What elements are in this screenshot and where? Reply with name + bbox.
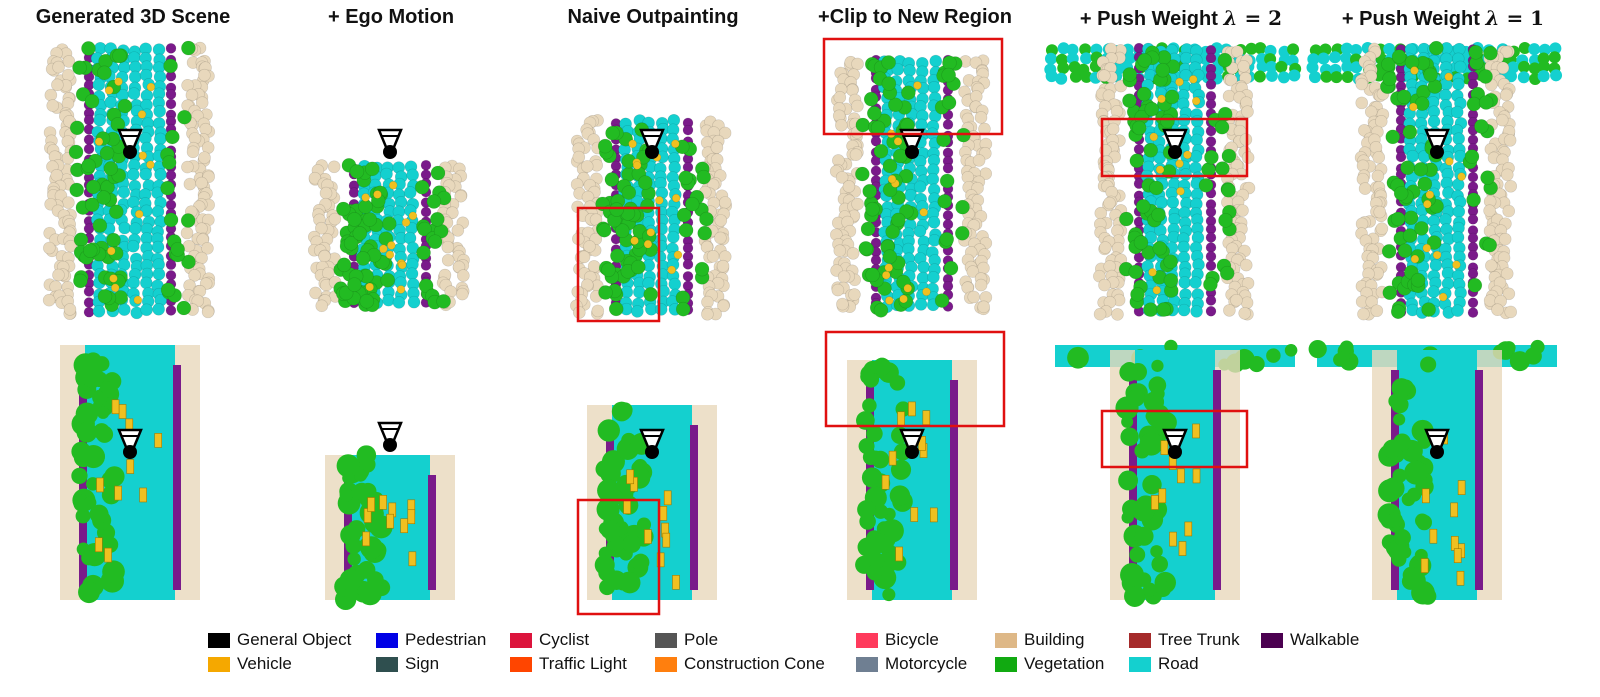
legend-item-vehicle: Vehicle [208, 654, 292, 674]
legend-label: Building [1024, 630, 1085, 649]
swatch [1129, 656, 1151, 672]
pointcloud-panel [829, 54, 993, 318]
highlight-box [822, 37, 1004, 136]
legend-label: Construction Cone [684, 654, 825, 673]
mesh-panel [1110, 350, 1240, 607]
legend-label: Cyclist [539, 630, 590, 649]
legend-label: Walkable [1290, 630, 1360, 649]
column-title-1: Generated 3D Scene [35, 6, 231, 28]
legend-item-vegetation: Vegetation [995, 654, 1104, 674]
highlight-box [1100, 117, 1249, 178]
pointcloud-panel [1093, 42, 1256, 321]
legend-item-traffic-light: Traffic Light [510, 654, 627, 674]
column-title-3: Naive Outpainting [567, 6, 739, 28]
lambda-symbol: λ [1485, 6, 1500, 30]
legend-label: Bicycle [885, 630, 939, 649]
legend-item-construction-cone: Construction Cone [655, 654, 825, 674]
push-weight-label: + Push Weight [1079, 8, 1224, 30]
lambda-value: = 2 [1237, 6, 1283, 30]
legend-label: Tree Trunk [1158, 630, 1240, 649]
lambda-value: = 1 [1499, 6, 1545, 30]
legend-label: Vehicle [237, 654, 292, 673]
swatch [208, 632, 230, 648]
swatch [510, 632, 532, 648]
legend: General Object Vehicle Pedestrian Sign C… [208, 630, 1388, 678]
swatch [856, 632, 878, 648]
legend-label: Pole [684, 630, 719, 649]
legend-item-motorcycle: Motorcycle [856, 654, 967, 674]
legend-label: General Object [237, 630, 352, 649]
column-title-6: + Push Weight λ = 1 [1310, 6, 1576, 31]
legend-label: Road [1158, 654, 1199, 673]
legend-item-sign: Sign [376, 654, 439, 674]
swatch [510, 656, 532, 672]
scene-figure [42, 37, 1563, 616]
legend-item-general-object: General Object [208, 630, 351, 650]
legend-item-cyclist: Cyclist [510, 630, 589, 650]
mesh-panel [587, 401, 717, 600]
legend-label: Vegetation [1024, 654, 1105, 673]
legend-item-pedestrian: Pedestrian [376, 630, 486, 650]
legend-label: Motorcycle [885, 654, 968, 673]
swatch [655, 656, 677, 672]
swatch [856, 656, 878, 672]
swatch [1261, 632, 1283, 648]
lambda-symbol: λ [1223, 6, 1238, 30]
swatch [376, 656, 398, 672]
mesh-panel [1372, 350, 1502, 605]
legend-label: Pedestrian [405, 630, 487, 649]
column-title-5: + Push Weight λ = 2 [1048, 6, 1314, 31]
pointcloud-panel [570, 113, 733, 321]
highlight-box [576, 206, 661, 323]
legend-item-pole: Pole [655, 630, 718, 650]
swatch [995, 656, 1017, 672]
push-weight-label: + Push Weight [1341, 8, 1486, 30]
mesh-panel [60, 345, 200, 604]
highlight-box [824, 330, 1006, 428]
legend-item-building: Building [995, 630, 1085, 650]
legend-item-tree-trunk: Tree Trunk [1129, 630, 1240, 650]
legend-item-road: Road [1129, 654, 1199, 674]
highlight-box [1100, 409, 1249, 469]
pointcloud-panel [42, 40, 216, 320]
swatch [995, 632, 1017, 648]
pointcloud-panel [1354, 40, 1518, 321]
mesh-panel [847, 357, 977, 602]
swatch [376, 632, 398, 648]
column-title-2: + Ego Motion [327, 6, 455, 28]
legend-label: Sign [405, 654, 440, 673]
swatch [208, 656, 230, 672]
mesh-panel [325, 421, 455, 611]
legend-item-walkable: Walkable [1261, 630, 1359, 650]
column-title-4: +Clip to New Region [818, 6, 1012, 28]
legend-item-bicycle: Bicycle [856, 630, 939, 650]
highlight-box [576, 498, 661, 616]
swatch [1129, 632, 1151, 648]
swatch [655, 632, 677, 648]
legend-label: Traffic Light [539, 654, 627, 673]
pointcloud-panel [307, 128, 470, 313]
